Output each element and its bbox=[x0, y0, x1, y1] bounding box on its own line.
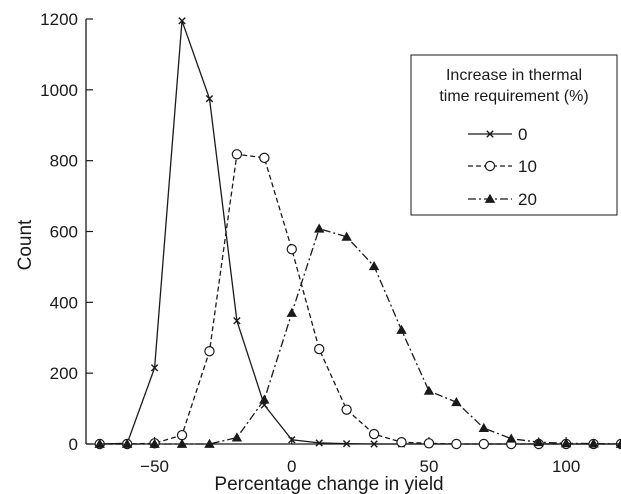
x-tick-label: 0 bbox=[287, 457, 296, 476]
legend-label: 0 bbox=[518, 125, 527, 144]
data-point-open-circle bbox=[314, 343, 325, 355]
data-point-filled-triangle bbox=[560, 438, 572, 448]
x-marker-stroke bbox=[233, 317, 241, 325]
data-point-open-circle bbox=[484, 160, 496, 172]
data-point-filled-triangle bbox=[368, 261, 380, 271]
data-point-open-circle bbox=[176, 429, 188, 441]
x-tick-label: −50 bbox=[140, 457, 169, 476]
data-point-open-circle bbox=[451, 438, 462, 450]
x-marker-stroke bbox=[342, 439, 351, 448]
data-point-filled-triangle bbox=[94, 438, 105, 448]
data-point-filled-triangle bbox=[176, 438, 188, 448]
data-point-open-circle bbox=[396, 437, 407, 448]
data-point-x-marker bbox=[205, 94, 214, 103]
x-marker-stroke bbox=[150, 364, 159, 372]
y-tick-label: 200 bbox=[50, 364, 78, 383]
legend-title-line-2: time requirement (%) bbox=[439, 88, 588, 105]
series-line-10 bbox=[99, 153, 621, 445]
legend-entries: 0 10 20 bbox=[468, 125, 537, 209]
data-point-open-circle bbox=[259, 152, 270, 164]
x-marker-stroke bbox=[205, 94, 214, 103]
data-point-x-marker bbox=[288, 436, 296, 444]
data-point-open-circle bbox=[286, 244, 297, 255]
legend-label: 10 bbox=[518, 157, 537, 176]
data-point-open-circle bbox=[423, 438, 435, 449]
x-tick-label: 50 bbox=[419, 457, 438, 476]
data-point-filled-triangle bbox=[423, 385, 435, 395]
data-point-filled-triangle bbox=[204, 438, 215, 448]
legend-entry-10: 10 bbox=[468, 157, 537, 176]
data-point-open-circle bbox=[204, 346, 215, 357]
y-tick-label: 800 bbox=[50, 152, 78, 171]
data-point-x-marker bbox=[178, 17, 186, 25]
data-point-filled-triangle bbox=[588, 438, 599, 448]
x-marker-stroke bbox=[288, 436, 296, 444]
data-point-filled-triangle bbox=[484, 193, 496, 203]
data-point-filled-triangle bbox=[396, 324, 407, 334]
x-axis-label: Percentage change in yield bbox=[214, 474, 443, 494]
legend-box bbox=[410, 54, 618, 216]
data-point-open-circle bbox=[368, 428, 380, 440]
data-point-x-marker bbox=[233, 317, 241, 325]
y-tick-label: 1200 bbox=[40, 10, 78, 29]
x-marker-stroke bbox=[178, 17, 186, 25]
x-marker-stroke bbox=[315, 439, 323, 447]
legend-label: 20 bbox=[518, 190, 537, 209]
data-point-filled-triangle bbox=[615, 438, 621, 448]
legend-entry-20: 20 bbox=[468, 190, 537, 209]
legend-entry-0: 0 bbox=[468, 125, 527, 144]
data-point-filled-triangle bbox=[506, 433, 517, 443]
series-layer bbox=[94, 17, 621, 450]
legend: Increase in thermal time requirement (%)… bbox=[410, 54, 618, 216]
data-point-filled-triangle bbox=[286, 307, 297, 317]
y-tick-label: 0 bbox=[69, 435, 78, 454]
data-point-filled-triangle bbox=[478, 422, 490, 432]
data-point-x-marker bbox=[150, 364, 159, 372]
y-tick-label: 600 bbox=[50, 223, 78, 242]
series-20 bbox=[94, 223, 621, 448]
x-marker-stroke bbox=[486, 130, 494, 138]
data-point-filled-triangle bbox=[121, 438, 133, 448]
series-line-20 bbox=[99, 227, 621, 445]
y-tick-label: 1000 bbox=[40, 81, 78, 100]
x-tick-label: 100 bbox=[552, 457, 580, 476]
data-point-open-circle bbox=[231, 149, 243, 160]
data-point-filled-triangle bbox=[259, 394, 270, 404]
data-point-filled-triangle bbox=[231, 432, 243, 442]
x-marker-stroke bbox=[370, 440, 378, 448]
data-point-filled-triangle bbox=[533, 437, 544, 447]
legend-title-line-1: Increase in thermal bbox=[446, 67, 582, 84]
y-tick-label: 400 bbox=[50, 293, 78, 312]
data-point-x-marker bbox=[342, 439, 351, 448]
data-point-open-circle bbox=[341, 404, 352, 415]
data-point-open-circle bbox=[478, 438, 490, 450]
data-point-filled-triangle bbox=[341, 231, 352, 241]
data-point-x-marker bbox=[315, 439, 323, 447]
data-point-x-marker bbox=[370, 440, 378, 448]
data-point-filled-triangle bbox=[314, 223, 325, 233]
data-point-x-marker bbox=[486, 130, 494, 138]
y-axis-label: Count bbox=[15, 219, 36, 270]
data-point-filled-triangle bbox=[451, 397, 462, 407]
data-point-filled-triangle bbox=[149, 438, 160, 448]
